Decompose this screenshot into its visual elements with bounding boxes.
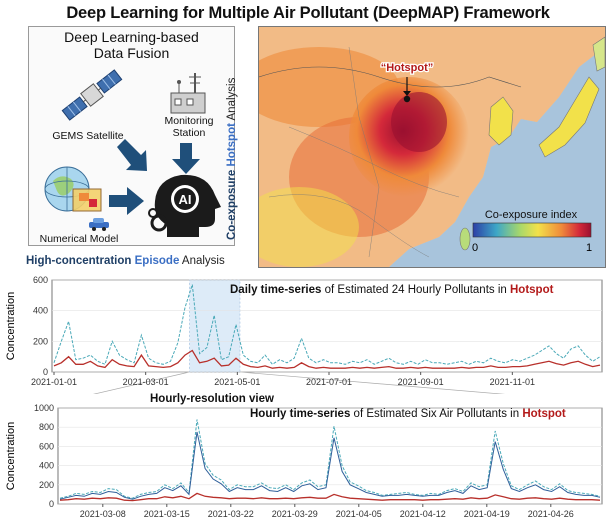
- ai-label: AI: [179, 192, 192, 207]
- co-exposure-map: “Hotspot” Co-exposure index 0 1: [258, 26, 606, 268]
- page-title: Deep Learning for Multiple Air Pollutant…: [66, 4, 550, 22]
- x-tick-label: 2021-04-26: [528, 509, 574, 519]
- x-tick-label: 2021-04-19: [464, 509, 510, 519]
- colorbar: [472, 222, 592, 238]
- x-tick-label: 2021-04-05: [336, 509, 382, 519]
- zoom-connector: [92, 371, 506, 394]
- y-tick-label: 600: [33, 275, 48, 285]
- hotspot-marker: [403, 95, 411, 103]
- station-label: Monitoring Station: [147, 115, 231, 139]
- data-fusion-panel: Deep Learning-based Data Fusion GEMS Sat…: [28, 26, 235, 246]
- side-label-prefix: Co-exposure: [226, 169, 238, 240]
- x-tick-label: 2021-03-08: [80, 509, 126, 519]
- co-exposure-hotspot-label: Co-exposure Hotspot Analysis: [226, 78, 238, 240]
- plot-area: [51, 279, 603, 373]
- numerical-model-label: Numerical Model: [39, 233, 119, 245]
- daily-title-red: Hotspot: [510, 284, 554, 296]
- fusion-title-line1: Deep Learning-based: [64, 29, 199, 45]
- y-axis-label: Concentration: [5, 422, 17, 491]
- hourly-time-series-chart: 0 200 400 600 800 1000 Concentration 2021-03-08…: [5, 403, 603, 519]
- x-tick-label: 2021-03-29: [272, 509, 318, 519]
- monitoring-station-icon: [170, 73, 206, 114]
- series-line: [59, 419, 601, 499]
- arrow-icon: [172, 143, 200, 174]
- episode-analysis-label: High-concentration Episode Analysis: [26, 255, 225, 267]
- side-label-suffix: Analysis: [226, 77, 238, 124]
- hourly-title-bold: Hourly time-series: [250, 408, 351, 420]
- y-tick-label: 1000: [34, 403, 54, 413]
- japan: [538, 76, 600, 158]
- station-label-line1: Monitoring: [164, 115, 214, 127]
- car-icon: [89, 218, 109, 231]
- x-tick-label: 2021-09-01: [398, 377, 444, 387]
- station-label-line2: Station: [172, 127, 206, 139]
- x-tick-label: 2021-03-15: [144, 509, 190, 519]
- x-tick-label: 2021-03-22: [208, 509, 254, 519]
- y-tick-label: 800: [39, 422, 54, 432]
- plot-area: [57, 407, 603, 505]
- fusion-title: Deep Learning-based Data Fusion: [29, 29, 234, 61]
- taiwan: [459, 227, 471, 251]
- x-tick-label: 2021-05-01: [214, 377, 260, 387]
- y-tick-label: 400: [39, 461, 54, 471]
- daily-title-bold: Daily time-series: [230, 284, 322, 296]
- hourly-chart-title: Hourly time-series of Estimated Six Air …: [250, 408, 566, 420]
- series-line: [53, 284, 601, 365]
- arrow-icon: [109, 187, 144, 215]
- globe-icon: [44, 166, 102, 212]
- episode-label-prefix: High-concentration: [26, 255, 132, 267]
- map-canvas: “Hotspot” Co-exposure index 0 1: [259, 27, 605, 267]
- episode-label-suffix: Analysis: [179, 255, 225, 267]
- hourly-title-mid: of Estimated Six Air Pollutants in: [350, 408, 523, 420]
- x-tick-label: 2021-07-01: [306, 377, 352, 387]
- y-tick-label: 600: [39, 441, 54, 451]
- daily-title-mid: of Estimated 24 Hourly Pollutants in: [321, 284, 510, 296]
- hourly-title-red: Hotspot: [522, 408, 566, 420]
- episode-label-highlight: Episode: [134, 255, 180, 267]
- x-tick-label: 2021-11-01: [490, 377, 535, 387]
- satellite-icon: [61, 69, 123, 121]
- y-tick-label: 200: [39, 480, 54, 490]
- series-line: [59, 492, 601, 502]
- colorbar-title: Co-exposure index: [485, 209, 578, 221]
- y-axis-label: Concentration: [5, 292, 17, 361]
- ai-head-icon: AI: [148, 174, 221, 237]
- colorbar-max-label: 1: [586, 242, 592, 254]
- y-tick-label: 0: [43, 367, 48, 377]
- y-tick-label: 200: [33, 336, 48, 346]
- y-tick-label: 0: [49, 499, 54, 509]
- satellite-label: GEMS Satellite: [52, 130, 124, 142]
- hotspot-label: “Hotspot”: [381, 62, 434, 74]
- hourly-view-label: Hourly-resolution view: [150, 393, 274, 405]
- side-label-highlight: Hotspot: [226, 123, 238, 167]
- x-tick-label: 2021-04-12: [400, 509, 446, 519]
- arrow-icon: [117, 139, 147, 171]
- series-line: [59, 431, 601, 500]
- y-tick-label: 400: [33, 306, 48, 316]
- x-tick-label: 2021-01-01: [31, 377, 77, 387]
- daily-chart-title: Daily time-series of Estimated 24 Hourly…: [230, 284, 553, 296]
- korea: [488, 96, 514, 146]
- x-tick-label: 2021-03-01: [123, 377, 169, 387]
- series-line: [53, 349, 601, 369]
- daily-time-series-chart: 0 200 400 600 Concentration 2021-01-01 2021-03…: [5, 275, 603, 394]
- fusion-title-line2: Data Fusion: [93, 45, 170, 61]
- colorbar-min-label: 0: [472, 242, 478, 254]
